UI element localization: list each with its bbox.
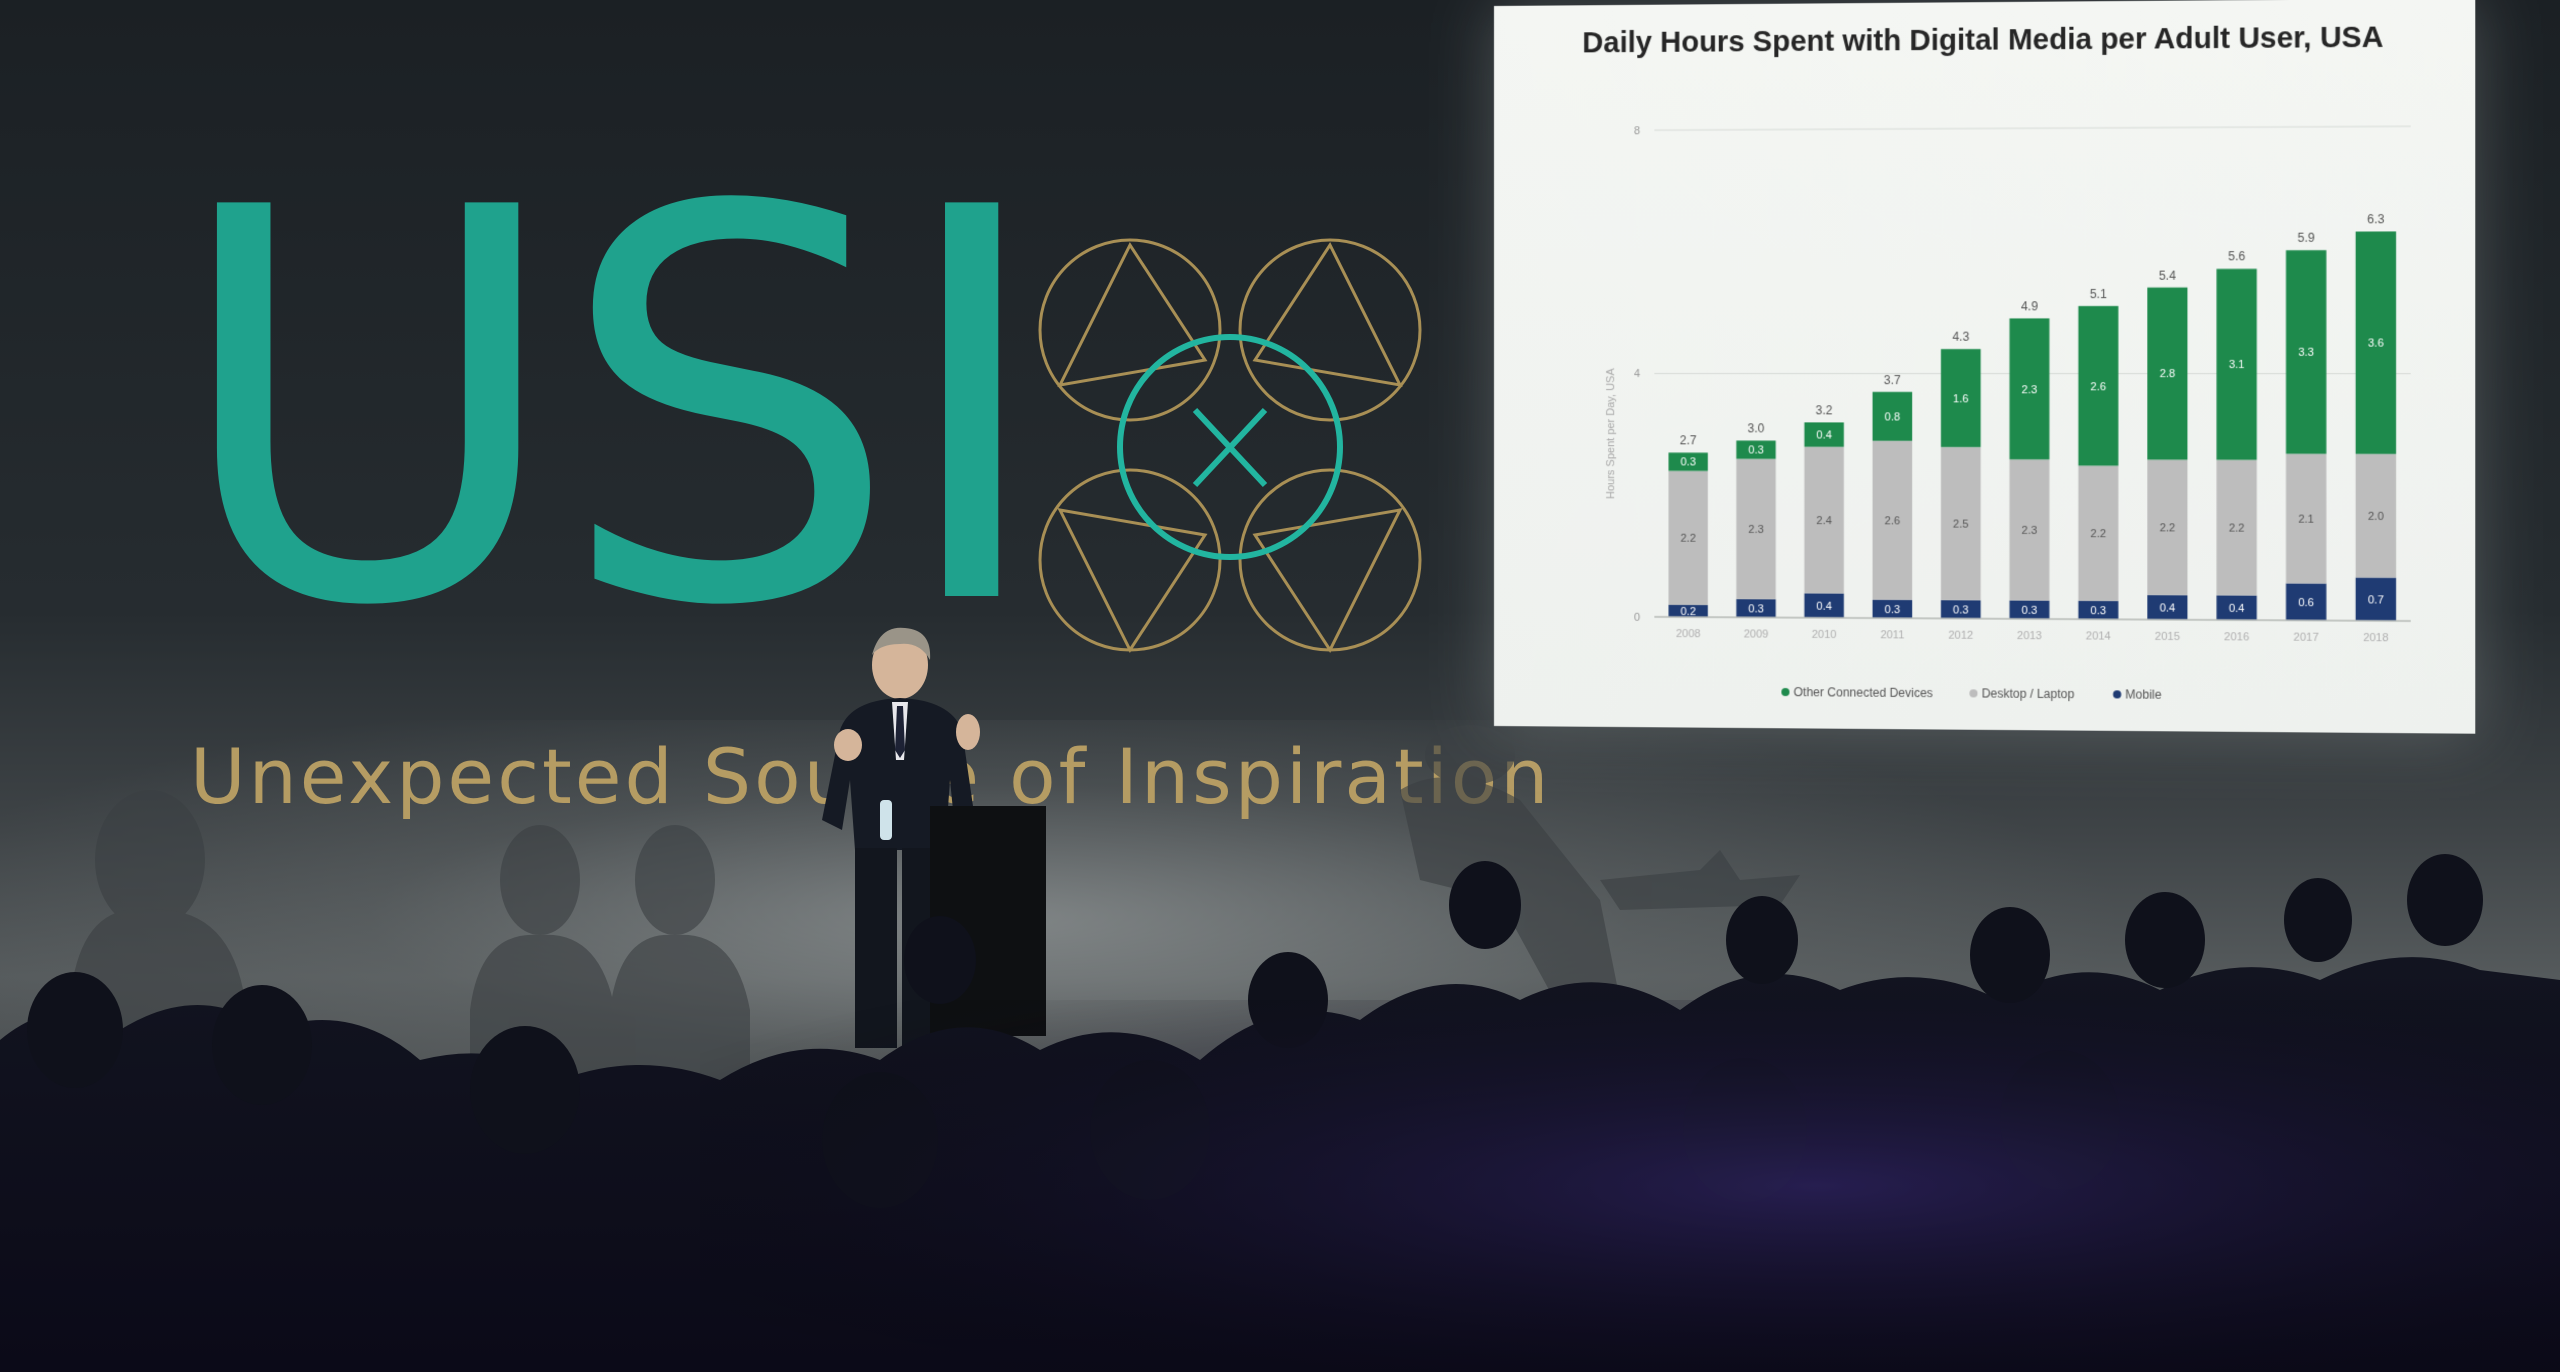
audience-silhouettes — [0, 0, 2560, 1372]
stage-scene: USI Unexpected Source of Inspiration — [0, 0, 2560, 1372]
